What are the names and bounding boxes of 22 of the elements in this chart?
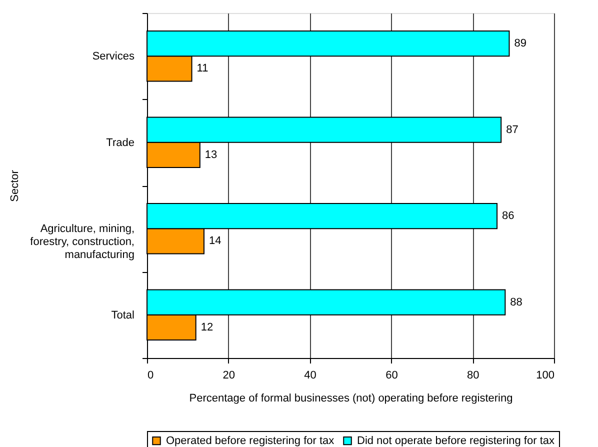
x-tick-label: 100 — [536, 370, 554, 382]
x-axis-title: Percentage of formal businesses (not) operating before registering — [189, 392, 513, 404]
data-label: 14 — [208, 235, 222, 248]
y-tick-label: Total — [111, 309, 134, 322]
data-label: 88 — [510, 296, 522, 308]
data-label: 87 — [506, 124, 518, 136]
x-tick-label: 20 — [222, 370, 236, 382]
y-tick-label: Agriculture, mining, forestry, construction, manufacturing — [30, 223, 134, 262]
y-tick-label: Services — [92, 50, 135, 63]
legend-label: Operated before registering for tax — [166, 434, 335, 447]
x-tick-label: 60 — [386, 370, 398, 382]
data-label: 86 — [502, 210, 514, 222]
x-tick-label: 0 — [148, 370, 154, 382]
x-tick-label: 80 — [466, 370, 480, 382]
legend-label: Did not operate before registering for tax — [357, 434, 555, 447]
data-label: 13 — [204, 148, 218, 161]
x-tick-label: 40 — [304, 370, 316, 382]
data-label: 11 — [196, 62, 208, 75]
data-label: 89 — [514, 38, 526, 50]
y-axis-title: Sector — [9, 170, 22, 202]
data-label: 12 — [200, 321, 214, 334]
y-tick-label: Trade — [106, 136, 134, 149]
